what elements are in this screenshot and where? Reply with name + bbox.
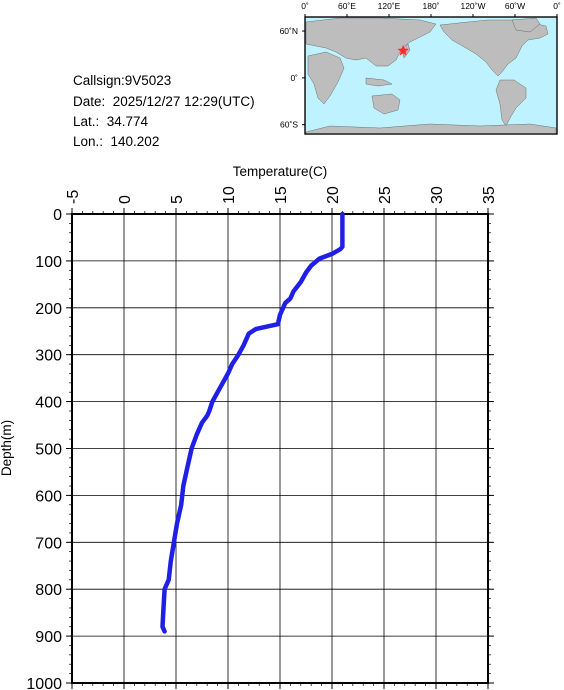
location-marker: [397, 44, 409, 56]
map-lon-label: 120˚E: [378, 1, 401, 11]
x-tick-label: 20: [325, 186, 342, 204]
x-tick-label: 10: [221, 186, 238, 204]
x-tick-label: -5: [65, 190, 82, 204]
map-latitude-labels: 60˚N 0˚ 60˚S: [280, 26, 305, 130]
longitude-text: Lon.: 140.202: [73, 134, 160, 149]
x-tick-label: 15: [273, 186, 290, 204]
map-land: [305, 17, 557, 135]
callsign-text: Callsign:9V5023: [73, 73, 172, 88]
x-axis-label: Temperature(C): [233, 164, 328, 179]
map-longitude-labels: 0˚ 60˚E 120˚E 180˚ 120˚W 60˚W 0˚: [301, 1, 561, 17]
map-lon-label: 0˚: [553, 1, 561, 11]
land-eurasia: [305, 17, 437, 67]
y-tick-label: 600: [35, 488, 62, 505]
date-text: Date: 2025/12/27 12:29(UTC): [73, 94, 255, 109]
y-tick-label: 100: [35, 254, 62, 271]
plot-frame: [71, 213, 489, 684]
y-tick-label: 500: [35, 442, 62, 459]
y-tick-labels: 0 100 200 300 400 500 600 700 800 900 1000: [26, 207, 62, 690]
latitude-text: Lat.: 34.774: [73, 114, 149, 129]
location-star-icon: [397, 44, 409, 56]
map-lon-label: 120˚W: [460, 1, 485, 11]
y-tick-label: 0: [53, 207, 62, 224]
x-tick-label: 25: [377, 186, 394, 204]
x-tick-labels: -5 0 5 10 15 20 25 30 35: [65, 186, 498, 204]
land-greenland: [511, 17, 541, 33]
map-lon-label: 60˚E: [338, 1, 356, 11]
x-tick-label: 0: [117, 195, 134, 204]
y-tick-label: 400: [35, 395, 62, 412]
y-tick-label: 200: [35, 301, 62, 318]
world-map: 0˚ 60˚E 120˚E 180˚ 120˚W 60˚W 0˚ 60˚N 0˚ 60˚S: [280, 1, 561, 135]
y-tick-label: 800: [35, 582, 62, 599]
chart-grid: [71, 213, 489, 684]
map-lon-label: 60˚W: [505, 1, 525, 11]
y-tick-label: 1000: [26, 676, 62, 690]
x-tick-label: 35: [481, 186, 498, 204]
y-tick-label: 900: [35, 629, 62, 646]
series-layer: [160, 211, 345, 634]
y-tick-label: 300: [35, 348, 62, 365]
temperature-profile-chart: -5 0 5 10 15 20 25 30 35 01002003004005006007008…: [0, 164, 498, 690]
x-tick-label: 5: [169, 195, 186, 204]
land-australia: [371, 93, 401, 115]
map-lat-label: 60˚N: [280, 26, 298, 36]
y-tick-label: 700: [35, 535, 62, 552]
land-indonesia: [365, 77, 393, 87]
y-axis-label: Depth(m): [0, 420, 14, 476]
map-lon-label: 0˚: [301, 1, 309, 11]
temperature-profile-line: [160, 211, 345, 634]
land-south-america: [495, 79, 527, 127]
x-tick-label: 30: [429, 186, 446, 204]
map-lat-label: 0˚: [290, 73, 298, 83]
map-lon-label: 180˚: [422, 1, 439, 11]
map-lat-label: 60˚S: [280, 120, 298, 130]
land-africa: [307, 51, 345, 105]
